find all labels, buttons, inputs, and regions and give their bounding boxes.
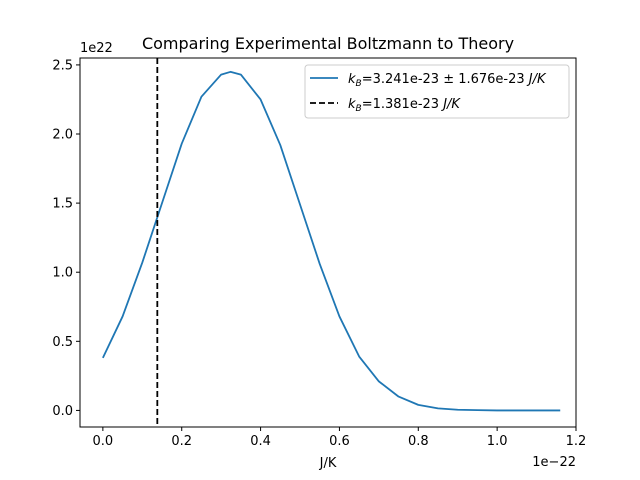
legend-theory-symbol: k: [348, 97, 356, 112]
x-tick-label: 0.0: [93, 434, 114, 449]
y-tick-label: 2.5: [52, 58, 73, 73]
x-tick-label: 0.6: [329, 434, 350, 449]
legend-entry-theory: kB=1.381e-23 J/K: [348, 97, 461, 114]
legend-box: [304, 64, 570, 119]
y-offset-label: 1e22: [80, 41, 113, 56]
x-tick-label: 0.2: [171, 434, 192, 449]
y-axis: 0.0 0.5 1.0 1.5 2.0 2.5: [52, 58, 80, 419]
series-experimental-curve: [102, 70, 561, 412]
legend-theory-unit: J/K: [440, 97, 461, 112]
chart-title: Comparing Experimental Boltzmann to Theo…: [142, 34, 514, 53]
legend: kB=3.241e-23 ± 1.676e-23 J/K kB=1.381e-2…: [304, 64, 570, 119]
legend-theory-subscript: B: [356, 104, 362, 114]
y-tick-label: 1.0: [52, 266, 73, 281]
y-tick-label: 2.0: [52, 128, 73, 143]
x-axis-label: J/K: [319, 456, 337, 471]
legend-entry-experimental: kB=3.241e-23 ± 1.676e-23 J/K: [348, 72, 547, 89]
y-tick-label: 0.0: [52, 404, 73, 419]
x-tick-label: 0.4: [250, 434, 271, 449]
axes-frame: [79, 57, 577, 428]
x-tick-label: 0.8: [408, 434, 429, 449]
y-tick-label: 0.5: [52, 335, 73, 350]
legend-theory-value: =1.381e-23: [362, 97, 443, 112]
legend-experimental-value: =3.241e-23 ± 1.676e-23: [362, 72, 529, 87]
x-tick-label: 1.2: [566, 434, 587, 449]
legend-experimental-subscript: B: [356, 79, 362, 89]
legend-experimental-symbol: k: [348, 72, 356, 87]
x-tick-label: 1.0: [487, 434, 508, 449]
x-offset-label: 1e−22: [532, 455, 576, 470]
legend-experimental-unit: J/K: [526, 72, 547, 87]
y-tick-label: 1.5: [52, 197, 73, 212]
plot-area: [102, 58, 561, 427]
x-axis: 0.0 0.2 0.4 0.6 0.8 1.0 1.2: [93, 427, 587, 449]
